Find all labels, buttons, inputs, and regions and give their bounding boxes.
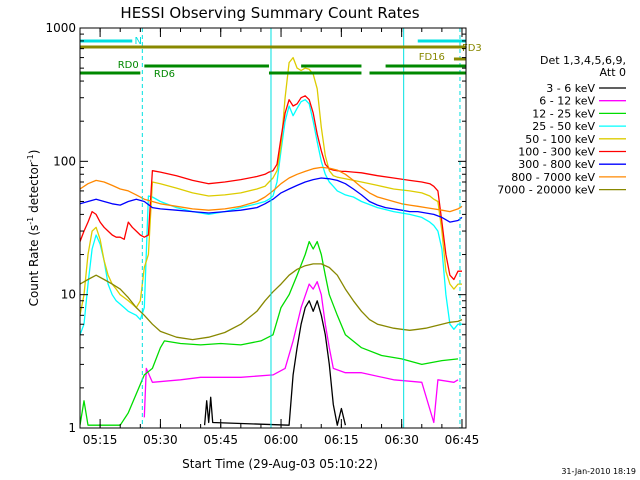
y-axis-label: Count Rate (s-1 detector-1) (26, 150, 41, 307)
generation-timestamp: 31-Jan-2010 18:19 (561, 467, 636, 476)
flag-label-fd16: FD16 (419, 52, 445, 63)
flag-label-fd3: FD3 (462, 43, 482, 54)
series-line-3 (80, 99, 462, 336)
annotation-layer: N FD3 FD16 RD0 RD6 (80, 28, 482, 428)
x-tick-label-4: 06:15 (324, 433, 359, 447)
legend-entry-0: 3 - 6 keV (546, 82, 595, 95)
legend-header-0: Det 1,3,4,5,6,9, (540, 54, 626, 67)
y-axis-label-sup: -1 (26, 217, 35, 225)
legend-entry-7: 800 - 7000 keV (511, 171, 595, 184)
series-line-6 (80, 177, 463, 223)
legend-entry-5: 100 - 300 keV (518, 146, 595, 159)
x-tick-label-1: 05:30 (143, 433, 178, 447)
y-tick-label-2: 100 (53, 154, 76, 168)
y-tick-label-1: 10 (61, 288, 76, 302)
axes-layer: 1 10 100 1000 05:15 05:30 05:45 06:00 06:15 06:30… (45, 21, 479, 447)
x-tick-label-6: 06:45 (445, 433, 480, 447)
chart-title: HESSI Observing Summary Count Rates (120, 4, 419, 22)
legend-entry-3: 25 - 50 keV (532, 120, 595, 133)
x-tick-label-2: 05:45 (203, 433, 238, 447)
y-axis-label-part: Count Rate (s (27, 225, 41, 307)
series-line-2 (80, 240, 459, 426)
series-line-0 (203, 300, 347, 426)
legend-entry-1: 6 - 12 keV (539, 95, 595, 108)
legend-entry-2: 12 - 25 keV (532, 107, 595, 120)
x-tick-label-0: 05:15 (83, 433, 118, 447)
series-line-5 (80, 95, 462, 281)
x-axis-label: Start Time (29-Aug-03 05:10:22) (182, 457, 378, 471)
y-axis-label-part: detector (27, 162, 41, 217)
x-tick-label-5: 06:30 (384, 433, 419, 447)
flag-label-n: N (135, 36, 142, 47)
legend-entry-6: 300 - 800 keV (518, 158, 595, 171)
y-axis-label-sup: -1 (26, 154, 35, 162)
series-line-7 (80, 166, 463, 213)
legend-header-1: Att 0 (600, 66, 626, 79)
series-line-1 (143, 281, 459, 424)
flag-label-rd0: RD0 (118, 60, 139, 71)
flag-label-rd6: RD6 (154, 69, 175, 80)
plot-frame (79, 27, 467, 429)
x-tick-label-3: 06:00 (264, 433, 299, 447)
y-tick-label-3: 1000 (45, 21, 76, 35)
legend-entry-8: 7000 - 20000 keV (497, 184, 595, 197)
y-tick-label-0: 1 (68, 421, 76, 435)
legend-entry-4: 50 - 100 keV (525, 133, 595, 146)
y-axis-label-part: ) (27, 150, 41, 155)
series-line-8 (80, 263, 463, 341)
series-layer (80, 56, 463, 426)
